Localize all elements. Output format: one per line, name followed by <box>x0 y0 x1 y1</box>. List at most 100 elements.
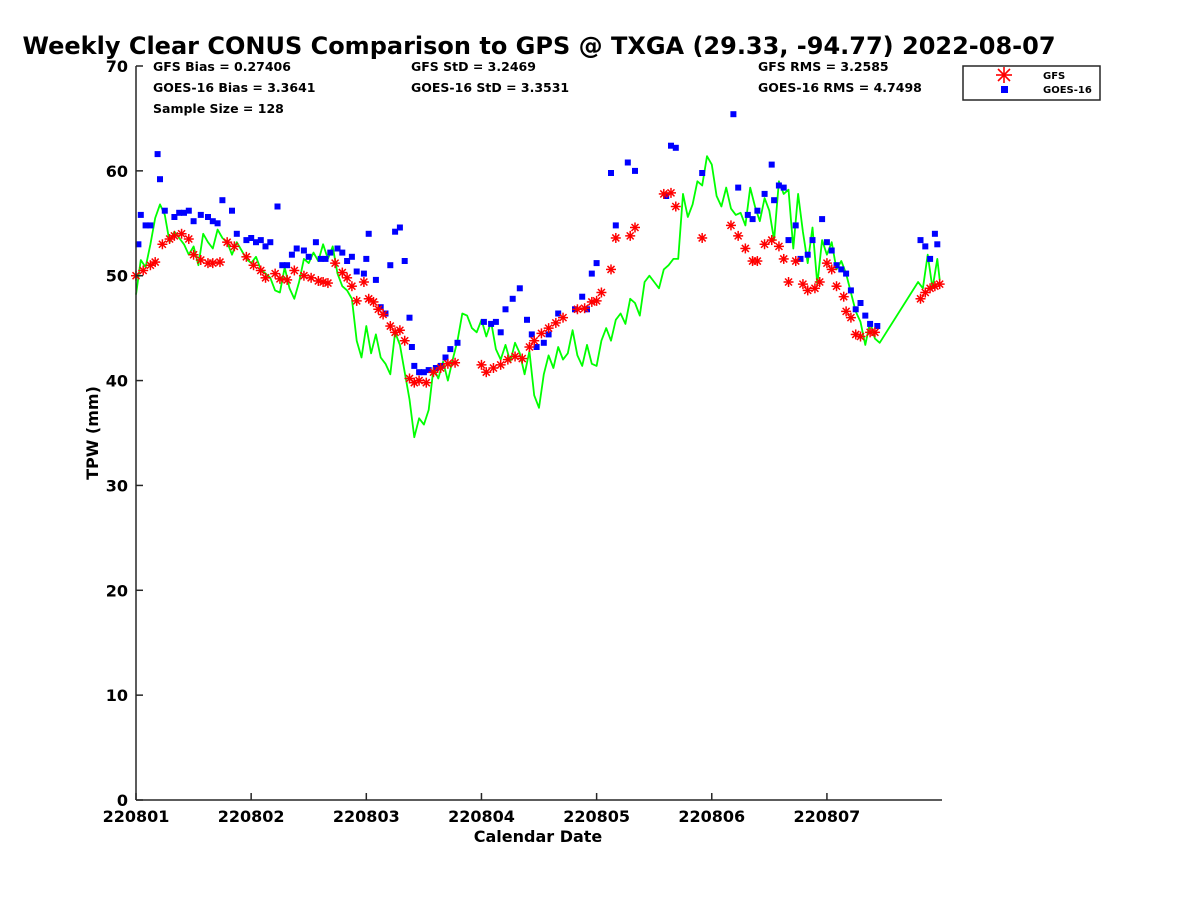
goes-16-point <box>771 197 778 204</box>
gfs-point <box>869 327 880 338</box>
goes-16-point <box>823 239 830 246</box>
goes-16-point <box>219 197 226 204</box>
goes-16-point <box>555 310 562 317</box>
goes-16-point <box>509 295 516 302</box>
gfs-point <box>524 342 535 353</box>
gfs-point <box>826 264 837 275</box>
gfs-point <box>330 258 341 269</box>
gfs-point <box>248 260 259 271</box>
goes-16-point <box>339 249 346 256</box>
goes-16-point <box>416 369 423 376</box>
x-tick-label: 220803 <box>333 807 400 826</box>
goes-16-point <box>828 247 835 254</box>
gfs-point <box>442 358 453 369</box>
goes-16-point <box>867 320 874 327</box>
goes-16-point <box>857 300 864 306</box>
goes-16-point <box>838 266 845 273</box>
gfs-point <box>821 258 832 269</box>
goes-16-point <box>792 222 799 229</box>
x-ticks: 220801 220802 220803 220804 220805 220806 2208… <box>103 793 861 826</box>
goes-16-point <box>322 255 329 262</box>
goes-16-point <box>624 159 631 166</box>
gfs-point <box>195 254 206 265</box>
legend-box <box>962 65 1101 101</box>
goes-16-point <box>209 218 216 225</box>
gfs-point <box>214 257 225 268</box>
gfs-point <box>809 283 820 294</box>
legend: GFS GOES-16 <box>962 65 1101 101</box>
gfs-point <box>169 230 180 241</box>
gfs-point <box>260 272 271 283</box>
y-axis-title: TPW (mm) <box>83 386 102 480</box>
y-tick-label: 10 <box>106 686 128 705</box>
goes-16-point <box>396 224 403 231</box>
goes-16-point <box>267 239 274 246</box>
goes-16-series <box>135 111 941 376</box>
goes-16-point <box>797 255 804 262</box>
gfs-point <box>222 237 233 248</box>
x-tick-label: 220801 <box>103 807 170 826</box>
axes: 0 10 20 30 40 50 60 70 220801 220802 220803 220804… <box>103 57 942 826</box>
gfs-point <box>855 331 866 342</box>
gfs-point <box>591 295 602 306</box>
gfs-point <box>572 304 583 315</box>
goes-16-point <box>744 211 751 218</box>
goes-16-point <box>348 253 355 260</box>
gfs-point <box>752 256 763 267</box>
goes-16-point <box>502 306 509 313</box>
gfs-point <box>378 309 389 320</box>
goes-16-point <box>447 346 454 353</box>
goes-16-point <box>372 276 379 283</box>
gfs-point <box>358 277 369 288</box>
goes-16-point <box>545 331 552 338</box>
y-tick-label: 30 <box>106 476 128 495</box>
gfs-point <box>625 230 636 241</box>
goes-16-point <box>672 144 679 151</box>
goes-16-point <box>248 235 255 241</box>
goes-16-point <box>284 262 291 269</box>
goes-16-point <box>233 230 240 237</box>
goes-16-point <box>584 306 590 313</box>
gfs-point <box>773 241 784 252</box>
plot-area <box>131 111 945 439</box>
goes-std-text: GOES-16 StD = 3.3531 <box>411 80 569 95</box>
goes-16-point <box>229 207 235 214</box>
goes-bias-text: GOES-16 Bias = 3.3641 <box>153 80 315 95</box>
goes-16-point <box>420 369 427 376</box>
sample-size-text: Sample Size = 128 <box>153 101 284 116</box>
y-ticks: 0 10 20 30 40 50 60 70 <box>106 57 143 810</box>
gfs-bias-text: GFS Bias = 0.27406 <box>153 59 291 74</box>
gfs-point <box>229 241 240 252</box>
legend-goes-label: GOES-16 <box>1043 85 1092 96</box>
gfs-point <box>697 232 708 243</box>
gfs-point <box>841 306 852 317</box>
goes-16-point <box>154 151 161 158</box>
gfs-point <box>740 243 751 254</box>
goes-16-point <box>185 207 192 214</box>
goes-16-point <box>768 161 775 168</box>
gfs-point <box>351 295 362 306</box>
goes-16-point <box>516 285 523 292</box>
gfs-point <box>802 285 813 296</box>
gfs-std-text: GFS StD = 3.2469 <box>411 59 536 74</box>
x-tick-label: 220807 <box>794 807 861 826</box>
gfs-point <box>558 312 569 323</box>
gfs-point <box>385 321 396 332</box>
goes-16-point <box>334 245 341 252</box>
goes-16-point <box>392 228 399 235</box>
y-tick-label: 40 <box>106 372 128 391</box>
goes-16-point <box>214 220 221 227</box>
gfs-point <box>536 328 547 339</box>
gfs-point <box>610 232 621 243</box>
gfs-point <box>298 270 309 281</box>
goes-16-point <box>365 230 372 237</box>
gfs-point <box>255 265 266 276</box>
goes-16-point <box>401 258 408 264</box>
goes-16-point <box>874 323 881 329</box>
goes-16-point <box>312 239 319 246</box>
goes-16-point <box>382 310 389 317</box>
goes-16-point <box>497 329 504 336</box>
goes-16-point <box>137 211 144 218</box>
gfs-point <box>164 234 175 245</box>
goes-16-point <box>593 260 600 267</box>
